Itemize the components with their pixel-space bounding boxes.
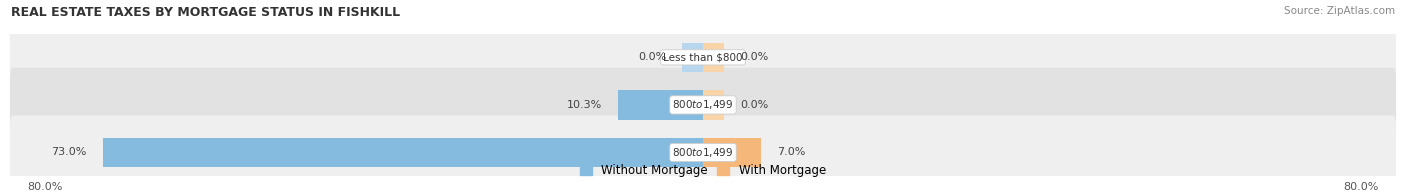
Bar [619,90,703,120]
Text: 0.0%: 0.0% [740,52,768,62]
Text: REAL ESTATE TAXES BY MORTGAGE STATUS IN FISHKILL: REAL ESTATE TAXES BY MORTGAGE STATUS IN … [11,6,401,19]
FancyBboxPatch shape [10,115,1396,190]
Legend: Without Mortgage, With Mortgage: Without Mortgage, With Mortgage [575,159,831,182]
Text: 73.0%: 73.0% [51,148,86,158]
Text: 0.0%: 0.0% [638,52,666,62]
Text: Source: ZipAtlas.com: Source: ZipAtlas.com [1284,6,1395,16]
Text: 0.0%: 0.0% [740,100,768,110]
Bar [703,43,724,72]
Bar [103,138,703,167]
Bar [682,43,703,72]
FancyBboxPatch shape [10,20,1396,94]
Text: 10.3%: 10.3% [567,100,602,110]
Bar [703,90,724,120]
Text: Less than $800: Less than $800 [664,52,742,62]
Text: 7.0%: 7.0% [778,148,806,158]
Bar [703,138,724,167]
Bar [682,90,703,120]
Bar [682,138,703,167]
Text: $800 to $1,499: $800 to $1,499 [672,146,734,159]
FancyBboxPatch shape [10,68,1396,142]
Text: $800 to $1,499: $800 to $1,499 [672,98,734,111]
Bar [703,138,761,167]
